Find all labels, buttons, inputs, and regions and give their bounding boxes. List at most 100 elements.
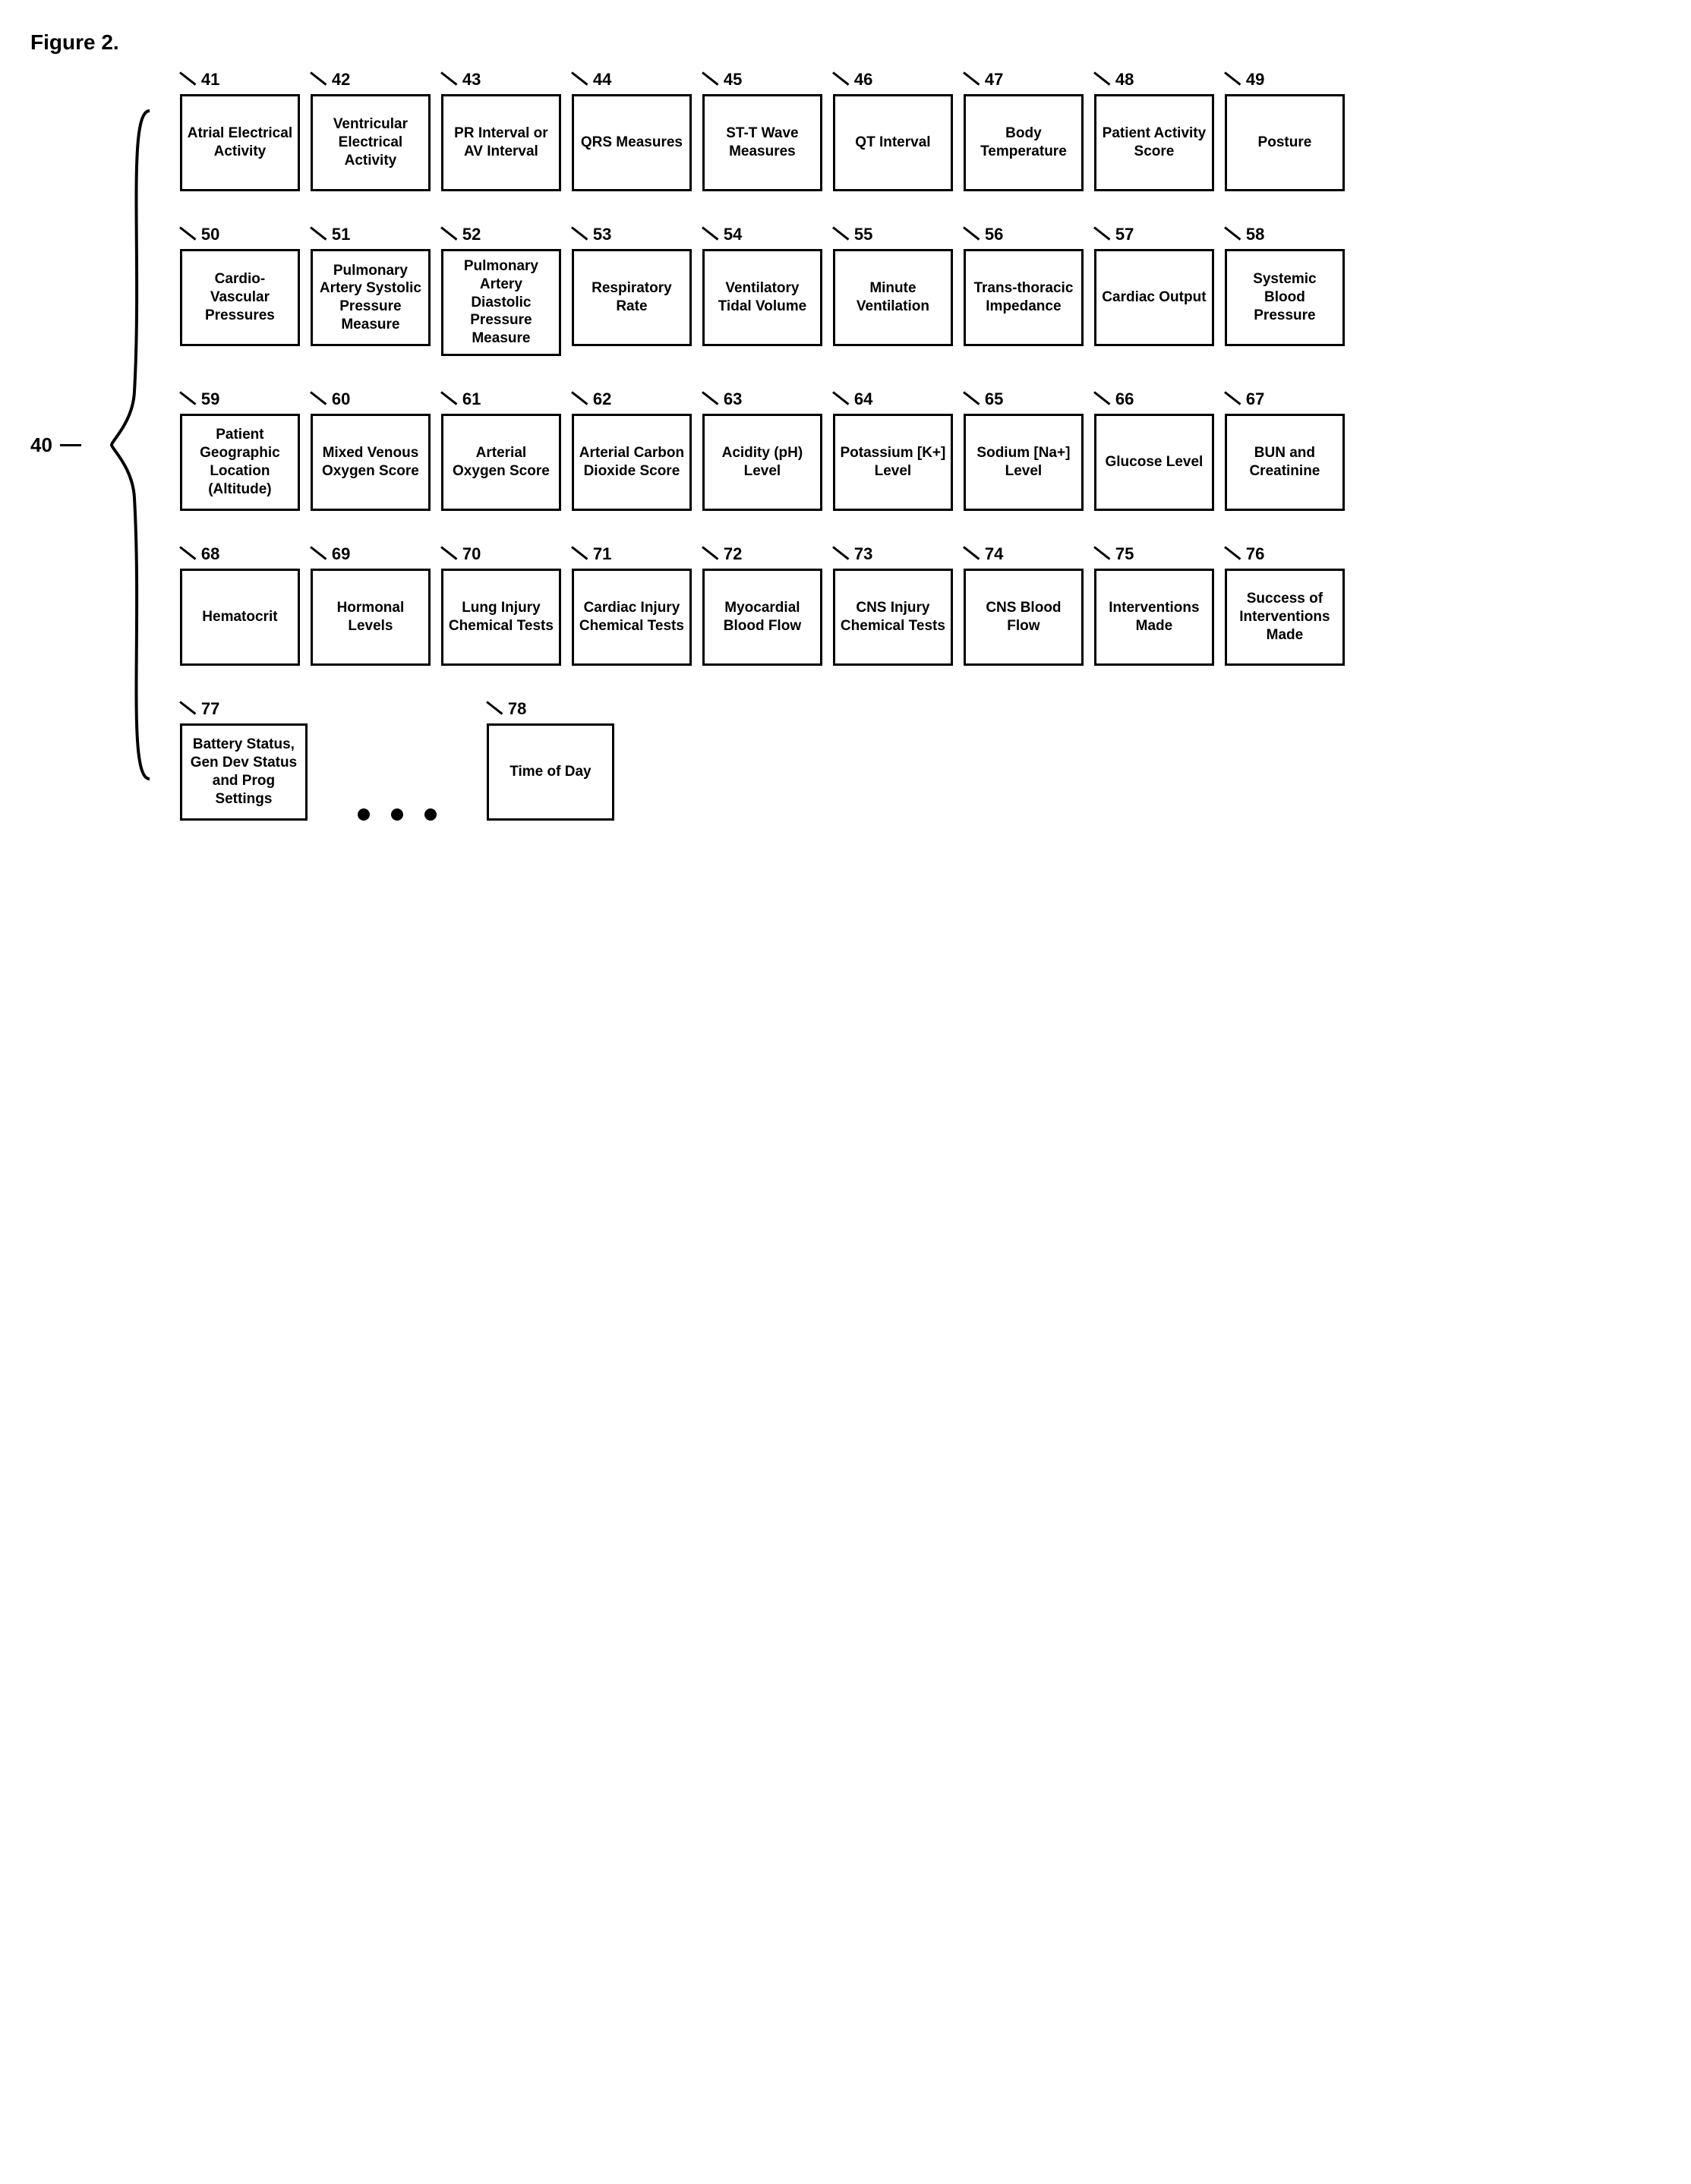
reference-number: 41 [201,70,219,90]
reference-number: 45 [724,70,742,90]
reference-number: 54 [724,225,742,244]
parameter-box: QRS Measures [572,94,692,191]
parameter-box: Lung Injury Chemical Tests [441,569,561,666]
lead-line-icon [1225,546,1241,563]
lead-line-icon [833,546,850,563]
reference-number: 51 [332,225,350,244]
device-cell: 77Battery Status, Gen Dev Status and Pro… [180,699,308,821]
rows-container: 41Atrial Electrical Activity42Ventricula… [180,70,1661,821]
parameter-cell: 66Glucose Level [1094,389,1214,511]
parameter-cell: 41Atrial Electrical Activity [180,70,300,191]
parameter-box: Hematocrit [180,569,300,666]
lead-line-icon [572,391,588,408]
lead-line-icon [1094,546,1111,563]
lead-line-icon [572,71,588,88]
parameter-box: Patient Activity Score [1094,94,1214,191]
reference-lead: 52 [441,225,561,244]
parameter-cell: 52Pulmonary Artery Diastolic Pressure Me… [441,225,561,356]
lead-line-icon [833,391,850,408]
lead-line-icon [441,391,458,408]
lead-line-icon [1225,71,1241,88]
parameter-cell: 61 Arterial Oxygen Score [441,389,561,511]
reference-number: 63 [724,389,742,409]
device-box: Time of Day [487,723,614,821]
device-cell: 78 Time of Day [487,699,614,821]
parameter-box: Systemic Blood Pressure [1225,249,1345,346]
reference-number: 53 [593,225,611,244]
lead-line-icon [964,226,980,243]
parameter-cell: 56Trans-thoracic Impedance [964,225,1084,356]
reference-lead: 61 [441,389,561,409]
parameter-box: Body Temperature [964,94,1084,191]
reference-number: 48 [1115,70,1134,90]
reference-number: 47 [985,70,1003,90]
main-reference: 40 [30,433,81,457]
reference-lead: 67 [1225,389,1345,409]
reference-number: 58 [1246,225,1264,244]
lead-line-icon [1225,226,1241,243]
parameter-cell: 60Mixed Venous Oxygen Score [311,389,431,511]
dot-icon [424,808,437,821]
reference-number: 71 [593,544,611,564]
reference-lead: 64 [833,389,953,409]
reference-number: 72 [724,544,742,564]
figure-label: Figure 2. [30,30,1661,55]
reference-lead: 71 [572,544,692,564]
parameter-cell: 45ST-T Wave Measures [702,70,822,191]
parameter-box: Arterial Carbon Dioxide Score [572,414,692,511]
reference-lead: 57 [1094,225,1214,244]
reference-lead: 74 [964,544,1084,564]
parameter-box: Success of Interventions Made [1225,569,1345,666]
reference-lead: 50 [180,225,300,244]
lead-line-icon [964,546,980,563]
parameter-box: Ventricular Electrical Activity [311,94,431,191]
reference-lead: 43 [441,70,561,90]
parameter-box: Posture [1225,94,1345,191]
reference-lead: 73 [833,544,953,564]
parameter-box: Cardiac Output [1094,249,1214,346]
reference-number: 70 [462,544,481,564]
parameter-box: Sodium [Na+] Level [964,414,1084,511]
lead-line-icon [702,226,719,243]
parameter-box: Cardio-Vascular Pressures [180,249,300,346]
parameter-row: 59Patient Geographic Location (Altitude)… [180,389,1661,511]
reference-number: 46 [854,70,872,90]
parameter-cell: 76 Success of Interventions Made [1225,544,1345,666]
parameter-box: Minute Ventilation [833,249,953,346]
main-reference-number: 40 [30,433,52,457]
parameter-cell: 51Pulmonary Artery Systolic Pressure Mea… [311,225,431,356]
reference-number: 78 [508,699,526,719]
lead-line-icon [1094,226,1111,243]
reference-number: 57 [1115,225,1134,244]
lead-line-icon [180,391,197,408]
lead-line-icon [572,546,588,563]
ellipsis-cell [321,699,473,821]
parameter-box: BUN and Creatinine [1225,414,1345,511]
parameter-cell: 48 Patient Activity Score [1094,70,1214,191]
parameter-cell: 74 CNS Blood Flow [964,544,1084,666]
parameter-cell: 54Ventilatory Tidal Volume [702,225,822,356]
reference-number: 76 [1246,544,1264,564]
parameter-box: Potassium [K+] Level [833,414,953,511]
reference-number: 44 [593,70,611,90]
reference-number: 69 [332,544,350,564]
reference-lead: 77 [180,699,308,719]
reference-lead: 55 [833,225,953,244]
lead-line-icon [964,71,980,88]
parameter-cell: 75Interventions Made [1094,544,1214,666]
parameter-box: Trans-thoracic Impedance [964,249,1084,346]
device-row: 77Battery Status, Gen Dev Status and Pro… [180,699,1661,821]
reference-lead: 75 [1094,544,1214,564]
parameter-box: Arterial Oxygen Score [441,414,561,511]
lead-line-icon [180,226,197,243]
reference-lead: 62 [572,389,692,409]
parameter-box: CNS Blood Flow [964,569,1084,666]
parameter-cell: 50 Cardio-Vascular Pressures [180,225,300,356]
reference-number: 77 [201,699,219,719]
parameter-cell: 44 QRS Measures [572,70,692,191]
parameter-box: Cardiac Injury Chemical Tests [572,569,692,666]
dot-icon [358,808,370,821]
parameter-cell: 59Patient Geographic Location (Altitude) [180,389,300,511]
reference-number: 73 [854,544,872,564]
parameter-row: 41Atrial Electrical Activity42Ventricula… [180,70,1661,191]
